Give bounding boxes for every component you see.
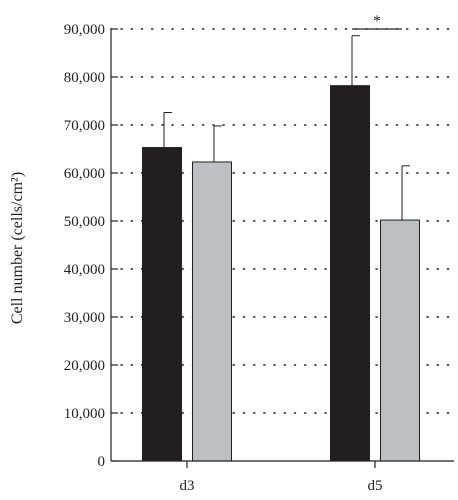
y-tick-label: 10,000 [64, 406, 105, 422]
x-tick-label: d5 [368, 478, 383, 494]
x-axis-ticks: d3 d5 [180, 461, 383, 494]
y-tick-label: 20,000 [64, 358, 105, 374]
y-tick-label: 70,000 [64, 118, 105, 134]
bar-d3-series-1 [142, 147, 182, 462]
bar-d3-series-2 [192, 161, 232, 462]
y-tick-label: 90,000 [64, 22, 105, 38]
y-tick-label: 50,000 [64, 214, 105, 230]
y-tick-label: 40,000 [64, 262, 105, 278]
y-tick-label: 60,000 [64, 166, 105, 182]
axes [110, 28, 454, 462]
bars [142, 85, 420, 462]
bar-d5-series-2 [380, 219, 420, 462]
y-tick-label: 0 [98, 454, 106, 470]
bar-d5-series-1 [330, 85, 370, 462]
significance-marker: * [373, 13, 381, 30]
error-bars [163, 35, 410, 221]
x-tick-label: d3 [180, 478, 195, 494]
y-tick-label: 30,000 [64, 310, 105, 326]
y-axis-label: Cell number (cells/cm²) [9, 172, 26, 324]
y-axis-ticks: 0 10,000 20,000 30,000 40,000 50,000 60,000 70,… [64, 22, 118, 470]
y-tick-label: 80,000 [64, 70, 105, 86]
annotations: * [352, 13, 402, 30]
